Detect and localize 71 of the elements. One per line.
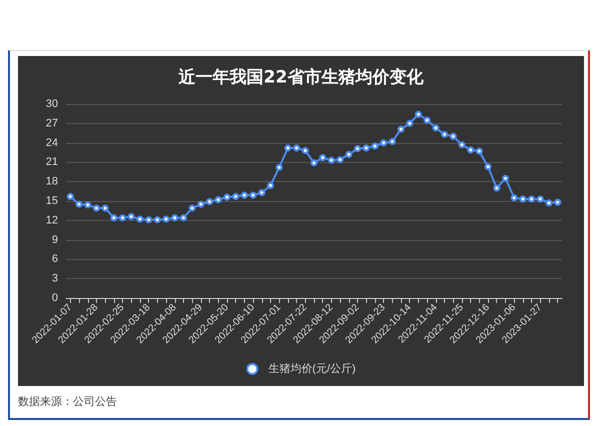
point [76,200,83,208]
y-tick-label: 27 [46,117,58,130]
point [180,214,187,222]
point [414,110,422,118]
point [371,142,378,150]
point [388,138,396,146]
chart-title: 近一年我国22省市生猪均价变化 [178,68,424,88]
point [266,182,274,189]
point [380,139,388,146]
point [310,159,318,166]
point [128,213,135,220]
point [319,154,326,162]
point [66,192,74,200]
point [223,194,230,201]
point [110,214,118,222]
point [214,196,222,204]
point [493,184,500,192]
y-tick-label: 3 [52,272,58,285]
y-tick-label: 9 [52,234,58,246]
y-tick-label: 0 [52,292,58,304]
point [92,204,100,212]
y-tick-label: 6 [52,253,58,266]
point [484,163,492,170]
point [362,144,370,152]
point [258,189,266,196]
legend-label: 生猪均价(元/公斤) [268,362,356,375]
point [154,216,161,224]
point [510,194,518,202]
y-tick-label: 30 [46,98,58,110]
point [293,144,300,152]
point [354,145,362,152]
point [406,120,414,127]
point [136,216,144,223]
point [467,146,474,154]
point [398,126,405,133]
point [528,196,536,203]
y-tick-label: 21 [46,156,58,168]
y-tick-label: 24 [46,136,58,149]
point [302,147,309,154]
point [250,192,257,199]
point [197,200,204,208]
point [206,198,214,206]
point [336,156,344,164]
point [102,204,109,212]
point [145,216,152,224]
point [519,196,526,203]
point [545,199,552,206]
point [432,124,440,132]
point [536,196,544,203]
point [276,164,283,171]
source-note: 数据来源：公司公告 [18,394,117,409]
point [240,192,248,199]
y-tick-label: 12 [46,214,58,226]
point [345,150,352,158]
point [450,132,457,140]
point [232,192,240,200]
point [171,214,178,222]
point [84,201,92,208]
y-tick-label: 15 [46,195,58,207]
point [554,198,562,206]
point [284,144,292,152]
point [119,214,126,222]
y-tick-label: 18 [46,176,58,188]
point [458,141,466,148]
point [188,204,196,212]
point [441,130,448,138]
point [502,174,509,182]
point [424,116,431,124]
point [328,156,335,164]
point [476,148,483,155]
point [162,216,170,223]
